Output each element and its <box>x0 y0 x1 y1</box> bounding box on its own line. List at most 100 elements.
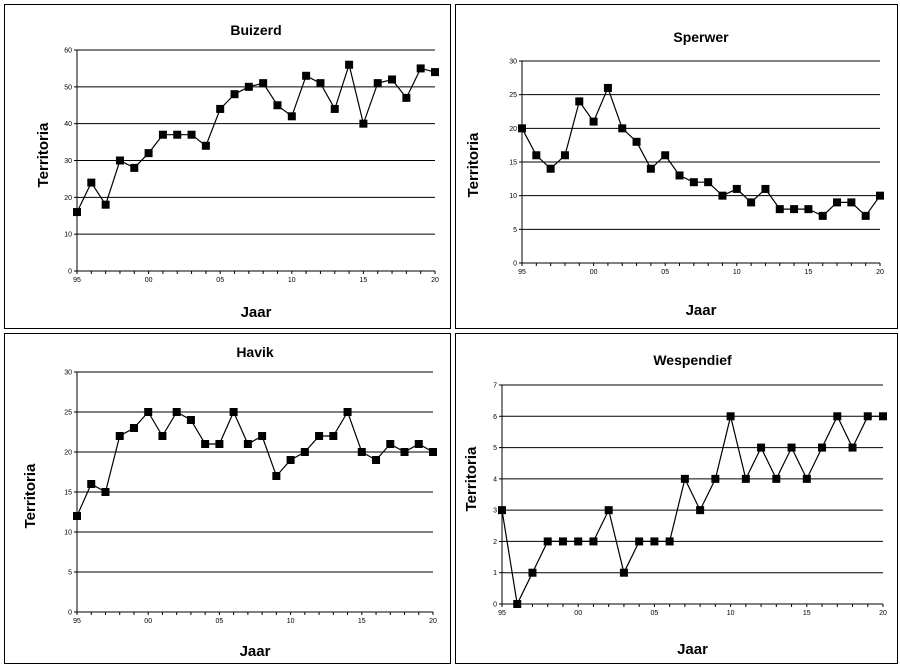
y-axis-title: Territoria <box>463 446 480 511</box>
data-point <box>130 163 139 172</box>
data-point <box>286 456 295 464</box>
chart-title: Sperwer <box>673 29 729 45</box>
data-point <box>560 151 569 160</box>
data-point <box>804 205 813 214</box>
y-tick-label: 6 <box>493 414 497 421</box>
x-tick-label: 20 <box>876 269 884 276</box>
y-axis-title: Territoria <box>35 122 52 187</box>
y-tick-label: 2 <box>493 539 497 546</box>
data-point <box>818 443 827 452</box>
data-point <box>273 101 282 110</box>
data-point <box>186 416 195 424</box>
data-point <box>665 537 674 546</box>
data-point <box>244 82 253 91</box>
data-point <box>543 537 552 546</box>
data-point <box>528 568 537 577</box>
y-tick-label: 7 <box>493 383 497 390</box>
data-point <box>726 412 735 421</box>
y-axis-title: Territoria <box>465 132 482 197</box>
data-point <box>115 156 124 165</box>
y-tick-label: 3 <box>493 508 497 515</box>
data-point <box>513 600 522 608</box>
x-tick-label: 00 <box>145 277 153 284</box>
data-point <box>861 211 870 220</box>
x-tick-label: 95 <box>518 269 526 276</box>
data-point <box>558 537 567 546</box>
y-tick-label: 25 <box>64 410 72 417</box>
y-tick-label: 0 <box>513 261 517 268</box>
data-point <box>741 474 750 483</box>
x-tick-label: 15 <box>358 618 366 625</box>
x-tick-label: 95 <box>73 618 81 625</box>
data-point <box>243 440 252 448</box>
data-point <box>863 412 872 421</box>
x-tick-label: 00 <box>144 618 152 625</box>
y-tick-label: 15 <box>509 160 517 167</box>
data-point <box>414 440 423 448</box>
data-point <box>73 208 81 217</box>
data-point <box>847 198 856 207</box>
chart-panel-sperwer: Sperwer 0 5 10 15 20 25 30 95 00 05 10 15 20 Jaar Terri… <box>455 4 898 329</box>
data-point <box>386 440 395 448</box>
data-point <box>343 408 352 416</box>
data-point <box>373 79 382 88</box>
x-tick-label: 05 <box>651 610 659 617</box>
data-point <box>87 178 96 187</box>
chart-panel-buizerd: Buizerd 0 10 20 30 40 50 60 95 00 05 10 15 20 Jaar Terr… <box>4 4 451 329</box>
x-tick-label: 00 <box>574 610 582 617</box>
x-tick-label: 95 <box>73 277 81 284</box>
data-point <box>546 164 555 173</box>
data-point <box>532 151 541 160</box>
x-tick-label: 10 <box>733 269 741 276</box>
x-tick-label: 15 <box>805 269 813 276</box>
data-point <box>73 512 81 520</box>
data-point <box>575 97 584 106</box>
y-tick-label: 10 <box>64 530 72 537</box>
x-tick-label: 05 <box>216 277 224 284</box>
data-point <box>833 198 842 207</box>
x-tick-label: 15 <box>803 610 811 617</box>
data-point <box>345 60 354 69</box>
data-point <box>603 83 612 92</box>
chart-title: Wespendief <box>653 352 732 368</box>
data-point <box>848 443 857 452</box>
data-point <box>732 184 741 193</box>
data-point <box>158 432 167 440</box>
data-point <box>775 205 784 214</box>
x-tick-label: 05 <box>661 269 669 276</box>
line-chart-svg: Buizerd 0 10 20 30 40 50 60 95 00 05 10 15 20 Jaar Terr… <box>35 22 439 321</box>
data-point <box>87 480 96 488</box>
x-tick-label: 00 <box>590 269 598 276</box>
x-tick-label: 95 <box>498 610 506 617</box>
x-tick-label: 05 <box>216 618 224 625</box>
y-axis-title: Territoria <box>22 463 39 528</box>
x-tick-label: 15 <box>360 277 368 284</box>
data-point <box>416 64 425 73</box>
data-point <box>259 79 268 88</box>
data-point <box>790 205 799 214</box>
y-tick-label: 20 <box>64 450 72 457</box>
data-point <box>400 448 409 456</box>
data-point <box>316 79 325 88</box>
data-point <box>696 506 705 515</box>
line-chart-svg: Wespendief 0 1 2 3 4 5 6 7 95 00 05 10 15 20 Jaar Territ… <box>463 352 887 658</box>
x-axis-title: Jaar <box>241 304 272 321</box>
data-point <box>115 432 124 440</box>
y-tick-label: 5 <box>68 570 72 577</box>
data-point <box>201 440 210 448</box>
data-point <box>187 130 196 139</box>
x-tick-label: 10 <box>288 277 296 284</box>
y-tick-label: 5 <box>513 227 517 234</box>
y-tick-label: 10 <box>64 232 72 239</box>
data-point <box>589 117 598 126</box>
data-point <box>747 198 756 207</box>
data-point <box>129 424 138 432</box>
data-point <box>675 171 684 180</box>
data-point <box>101 488 110 496</box>
data-point <box>258 432 267 440</box>
data-point <box>272 472 281 480</box>
data-point <box>787 443 796 452</box>
data-point <box>518 124 526 133</box>
